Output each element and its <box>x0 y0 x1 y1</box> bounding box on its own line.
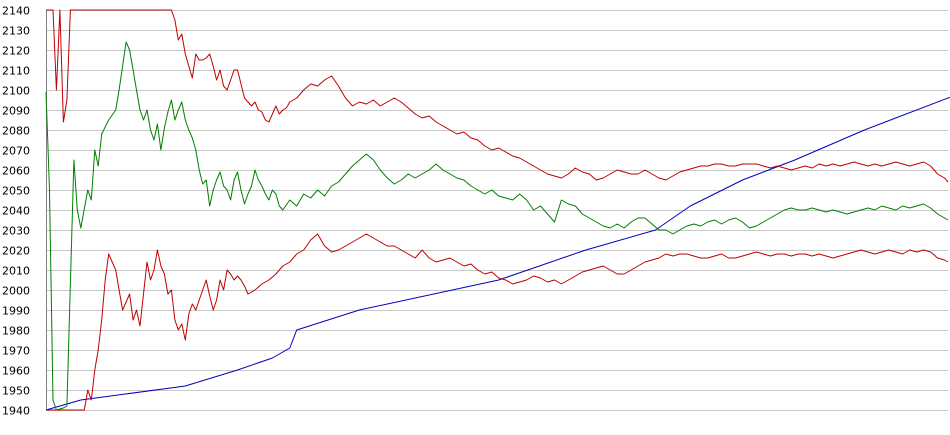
gridlines <box>46 10 948 411</box>
series-lines <box>45 9 950 411</box>
y-tick-label: 1970 <box>2 345 30 358</box>
y-tick-label: 2010 <box>2 265 30 278</box>
y-tick-label: 2110 <box>2 65 30 78</box>
y-tick-label: 2030 <box>2 225 30 238</box>
series-line-lower <box>46 233 949 411</box>
y-axis-tick-labels: 1940 1950 1960 1970 1980 1990 2000 2010 2020 2030… <box>2 5 30 418</box>
y-tick-label: 1950 <box>2 385 30 398</box>
y-tick-label: 2100 <box>2 85 30 98</box>
y-tick-label: 2070 <box>2 145 30 158</box>
y-tick-label: 1990 <box>2 305 30 318</box>
y-tick-label: 2090 <box>2 105 30 118</box>
y-tick-label: 1980 <box>2 325 30 338</box>
series-line-middle <box>45 41 949 411</box>
y-tick-label: 2130 <box>2 25 30 38</box>
series-line-trend <box>45 96 950 411</box>
y-tick-label: 1960 <box>2 365 30 378</box>
y-tick-label: 2000 <box>2 285 30 298</box>
y-tick-label: 2120 <box>2 45 30 58</box>
y-tick-label: 2140 <box>2 5 30 18</box>
y-tick-label: 1940 <box>2 405 30 418</box>
series-line-upper <box>46 9 949 183</box>
y-tick-label: 2080 <box>2 125 30 138</box>
y-tick-label: 2040 <box>2 205 30 218</box>
y-tick-label: 2020 <box>2 245 30 258</box>
y-tick-label: 2050 <box>2 185 30 198</box>
y-tick-label: 2060 <box>2 165 30 178</box>
